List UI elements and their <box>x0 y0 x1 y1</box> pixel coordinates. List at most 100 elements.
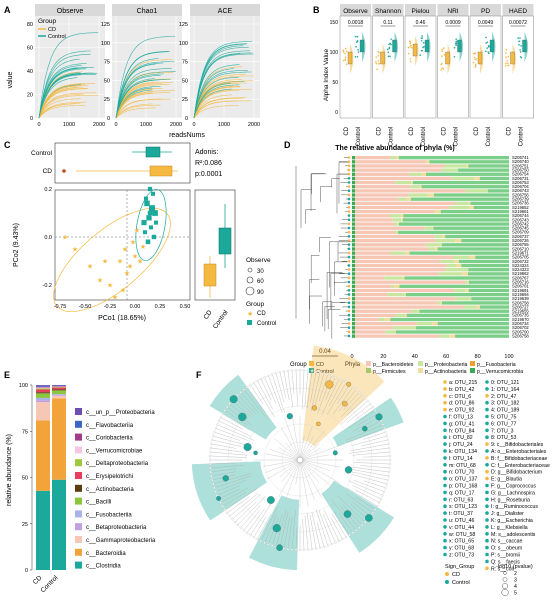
violin-point <box>377 50 380 53</box>
size-symbol <box>502 583 508 589</box>
phyla-segment <box>355 205 450 210</box>
phyla-segment <box>355 209 435 214</box>
clade-legend-label: z: OTU_73 <box>449 553 474 559</box>
phyla-segment <box>355 272 439 276</box>
clade-legend-label: Q: s__faecis <box>491 559 520 565</box>
phyla-segment <box>415 326 416 330</box>
leaf-node <box>385 482 388 485</box>
violin-point <box>441 55 443 57</box>
violin-point <box>345 50 348 53</box>
violin-point <box>387 51 389 54</box>
rarefaction-curve <box>38 94 99 119</box>
sample-label: S219671 <box>512 250 529 255</box>
x-tick: 1000 <box>140 122 152 128</box>
leaf-node <box>322 372 325 375</box>
phyla-segment <box>355 322 417 326</box>
tree-branch <box>337 495 366 523</box>
leaf-node <box>378 501 381 504</box>
sample-label: S206716 <box>512 280 529 285</box>
leaf-node <box>322 545 325 548</box>
phyla-segment <box>444 164 467 168</box>
sample-label: S206710 <box>512 246 529 251</box>
phyla-segment <box>392 218 402 222</box>
leaf-node <box>210 442 213 445</box>
clade-sector-control <box>332 397 404 447</box>
clade-legend-dot <box>485 545 489 550</box>
rarefaction-curve <box>38 88 89 119</box>
leaf-node <box>226 406 229 409</box>
violin-point <box>419 54 421 57</box>
violin-box <box>380 51 385 65</box>
significant-node <box>342 400 348 407</box>
violin-point <box>440 69 442 71</box>
tree-tip <box>347 156 351 159</box>
leaf-node <box>371 406 374 409</box>
leaf-node <box>386 438 389 442</box>
metric-title: NRI <box>447 8 458 15</box>
d-legend-control: Control <box>316 369 334 375</box>
leaf-node <box>366 399 369 402</box>
phyla-segment <box>451 176 475 181</box>
class-segment <box>36 386 50 388</box>
phyla-segment <box>355 201 456 205</box>
tree-branch <box>232 494 261 520</box>
rarefaction-curve <box>38 50 91 119</box>
rarefaction-curve <box>38 65 82 119</box>
phyla-segment <box>352 309 356 313</box>
phyla-segment <box>355 222 395 226</box>
cd-star-icon: ★ <box>112 294 118 302</box>
phyla-segment <box>352 284 356 288</box>
rarefaction-curve <box>115 58 159 119</box>
metric-strip <box>340 4 371 16</box>
violin-point <box>472 61 475 64</box>
tree-branch <box>210 464 244 469</box>
x-cat: CD <box>409 126 415 135</box>
phyla-segment <box>355 326 393 330</box>
violin-point <box>388 43 390 46</box>
phyla-segment <box>355 334 440 338</box>
clade-legend-dot <box>485 532 489 536</box>
tree-branch <box>299 454 329 461</box>
tree-tip <box>347 247 351 251</box>
clade-legend-dot <box>485 463 489 467</box>
leaf-node <box>216 423 219 426</box>
clade-legend-dot <box>443 497 447 502</box>
rarefaction-curve <box>193 46 249 119</box>
class-segment <box>36 385 50 386</box>
violin-point <box>409 60 412 63</box>
tree-branch <box>260 378 272 401</box>
clade-legend-dot <box>443 442 447 446</box>
violin-point <box>409 58 412 60</box>
clade-legend-label: A: o__Enterobacteriales <box>491 449 547 455</box>
class-segment <box>52 389 66 391</box>
sample-label: S206740 <box>512 159 529 164</box>
rarefaction-curve <box>193 86 241 119</box>
class-segment <box>52 385 66 386</box>
tree-branch <box>291 370 295 394</box>
tree-branch <box>237 496 266 526</box>
leaf-node <box>387 475 390 478</box>
clade-legend-label: H: g__Roseburia <box>491 497 530 503</box>
tree-branch <box>361 439 388 447</box>
phyla-swatch <box>366 361 371 366</box>
clade-legend-label: y: OTU_68 <box>449 546 474 552</box>
tree-tip <box>347 255 351 259</box>
x-tick: -0.75 <box>54 304 67 310</box>
leaf-node <box>290 369 293 372</box>
phyla-segment <box>465 288 469 293</box>
tree-branch <box>250 384 264 404</box>
tree-branch <box>333 511 350 536</box>
violin-point <box>487 51 489 53</box>
phyla-segment <box>427 193 435 197</box>
violin-point <box>356 35 359 38</box>
phyla-segment <box>403 214 509 218</box>
phyla-segment <box>421 172 426 176</box>
size-60-symbol <box>246 276 254 284</box>
panel-a-legend-control: Control <box>48 34 66 40</box>
significant-node <box>243 443 252 452</box>
phyla-segment <box>474 176 480 181</box>
violin-point <box>388 46 391 49</box>
violin-point <box>390 38 392 40</box>
tree-branch <box>213 473 251 485</box>
violin-point <box>354 35 357 38</box>
